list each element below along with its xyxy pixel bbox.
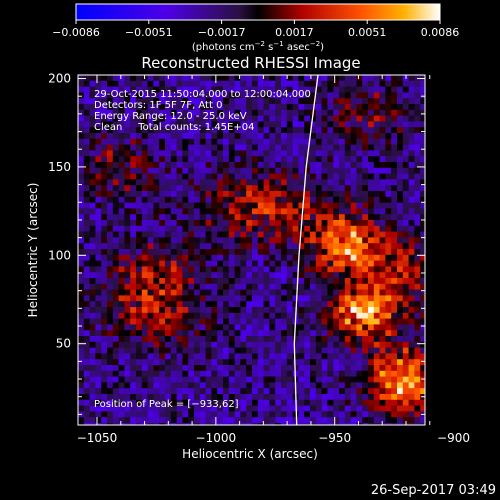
plot-frame [77,74,426,426]
colorbar-tick-label-2: −0.0017 [198,26,246,39]
colorbar-unit: (photons cm−2 s−1 asec−2) [192,40,324,53]
peak-position-label: Position of Peak = [−933,62] [94,399,239,410]
info-line-detectors: Detectors: 1F 5F 7F, Att 0 [94,100,222,111]
x-axis-label: Heliocentric X (arcsec) [182,447,318,461]
info-line-counts: Clean Total counts: 1.45E+04 [94,122,254,133]
x-tick-label: −1000 [196,431,237,445]
colorbar-ticks [75,20,441,24]
info-line-energy: Energy Range: 12.0 - 25.0 keV [94,111,247,122]
colorbar-tick-label-4: 0.0051 [348,26,387,39]
y-tick-label: 100 [48,248,71,262]
colorbar: −0.0086 −0.0051 −0.0017 0.0017 0.0051 0.… [52,3,460,53]
y-axis-label: Heliocentric Y (arcsec) [26,183,40,318]
colorbar-tick-label-0: −0.0086 [52,26,100,39]
colorbar-tick-label-5: 0.0086 [421,26,460,39]
colorbar-tick-label-3: 0.0017 [275,26,314,39]
y-tick-label: 50 [56,337,71,351]
colorbar-gradient [75,3,441,21]
x-axis-ticks: −1050 −1000 −950 −900 [77,75,470,445]
observation-info: 29-Oct-2015 11:50:04.000 to 12:00:04.000… [94,89,311,410]
solar-limb-line [293,75,319,425]
render-timestamp: 26-Sep-2017 03:49 [371,483,496,498]
info-line-time: 29-Oct-2015 11:50:04.000 to 12:00:04.000 [94,89,311,100]
x-tick-label: −1050 [77,431,118,445]
colorbar-tick-label-1: −0.0051 [125,26,173,39]
y-tick-label: 200 [48,72,71,86]
heatmap-image [78,75,425,425]
x-tick-label: −950 [318,431,351,445]
y-tick-label: 150 [48,160,71,174]
y-axis-ticks: 50 100 150 200 [48,72,425,415]
chart-title: Reconstructed RHESSI Image [141,54,360,72]
x-tick-label: −900 [437,431,470,445]
